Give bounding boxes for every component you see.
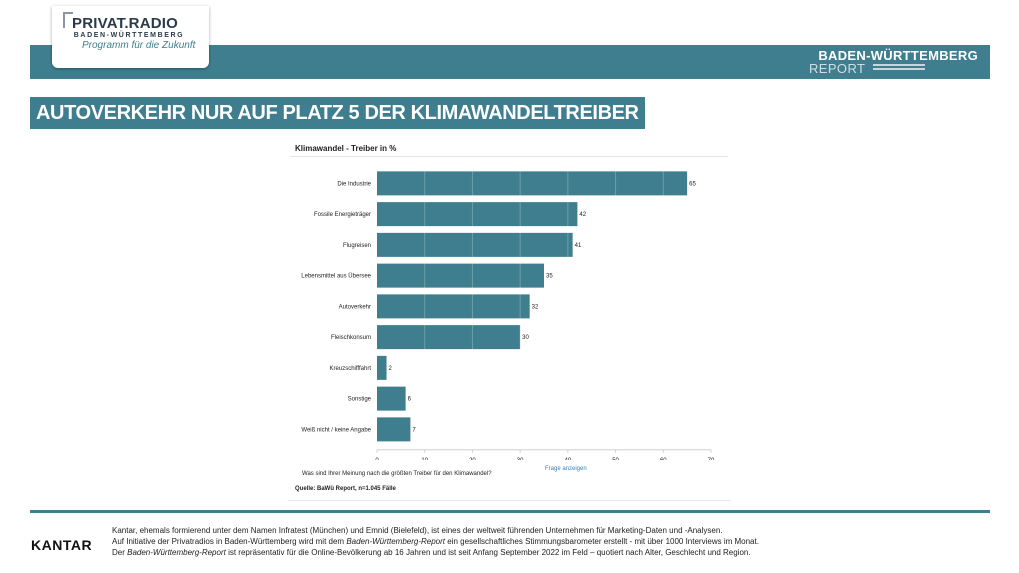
category-label: Weiß nicht / keine Angabe xyxy=(301,427,371,433)
value-label: 65 xyxy=(689,181,696,187)
value-label: 32 xyxy=(532,304,539,310)
privat-radio-logo: PRIVAT.RADIO BADEN-WÜRTTEMBERG Programm … xyxy=(52,6,209,68)
value-label: 41 xyxy=(575,243,582,249)
page-headline: AUTOVERKEHR NUR AUF PLATZ 5 DER KLIMAWAN… xyxy=(30,97,645,129)
logo-subtitle: BADEN-WÜRTTEMBERG xyxy=(73,32,185,39)
value-label: 2 xyxy=(389,366,393,372)
logo-tagline: Programm für die Zukunft xyxy=(82,40,196,51)
value-label: 6 xyxy=(408,397,412,403)
x-tick-label: 70 xyxy=(708,458,715,460)
x-tick-label: 40 xyxy=(565,458,572,460)
bar xyxy=(377,294,530,319)
category-label: Lebensmittel aus Übersee xyxy=(301,273,371,280)
x-tick-label: 20 xyxy=(469,458,476,460)
logo-title: PRIVAT.RADIO xyxy=(72,15,179,32)
footer-text: Kantar, ehemals formierend unter dem Nam… xyxy=(112,525,992,558)
chart-panel xyxy=(288,139,731,501)
footer-divider xyxy=(30,510,990,513)
show-question-link[interactable]: Frage anzeigen xyxy=(545,466,587,472)
footer-line-1: Kantar, ehemals formierend unter dem Nam… xyxy=(112,526,723,535)
bar-chart: Die Industrie 65 Fossile Energieträger 42 Fl… xyxy=(301,168,715,460)
bar xyxy=(377,325,521,350)
bar xyxy=(377,386,406,411)
kantar-logo: KANTAR xyxy=(31,537,93,553)
footer-line-3: Der Baden-Württemberg-Report ist repräse… xyxy=(112,548,751,557)
x-tick-label: 60 xyxy=(660,458,667,460)
bar xyxy=(377,202,578,227)
x-tick-label: 50 xyxy=(612,458,619,460)
category-label: Sonstige xyxy=(348,397,372,403)
bar xyxy=(377,232,573,257)
chart-source: Quelle: BaWü Report, n=1.045 Fälle xyxy=(295,486,396,492)
report-brand-title: BADEN-WÜRTTEMBERG xyxy=(818,48,978,63)
category-label: Fleischkonsum xyxy=(331,335,371,341)
value-label: 42 xyxy=(579,212,586,218)
logo-bracket-icon xyxy=(63,12,73,28)
category-label: Die Industrie xyxy=(337,181,371,187)
bar xyxy=(377,263,544,288)
x-tick-label: 0 xyxy=(375,458,379,460)
bar xyxy=(377,355,387,380)
value-label: 7 xyxy=(412,427,416,433)
report-brand-subtitle: REPORT xyxy=(809,61,866,76)
value-label: 35 xyxy=(546,274,553,280)
survey-question: Was sind Ihrer Meinung nach die größten … xyxy=(302,471,492,477)
chart-title: Klimawandel - Treiber in % xyxy=(295,144,397,153)
bar xyxy=(377,171,688,196)
x-tick-label: 30 xyxy=(517,458,524,460)
bar xyxy=(377,417,411,442)
footer-line-2: Auf Initiative der Privatradios in Baden… xyxy=(112,537,759,546)
report-brand-lines-icon xyxy=(873,64,925,73)
category-label: Kreuzschifffahrt xyxy=(330,366,372,372)
category-label: Autoverkehr xyxy=(339,304,371,310)
category-label: Fossile Energieträger xyxy=(314,212,371,218)
chart-title-divider xyxy=(290,156,728,157)
category-label: Flugreisen xyxy=(343,243,371,249)
value-label: 30 xyxy=(522,335,529,341)
x-tick-label: 10 xyxy=(421,458,428,460)
